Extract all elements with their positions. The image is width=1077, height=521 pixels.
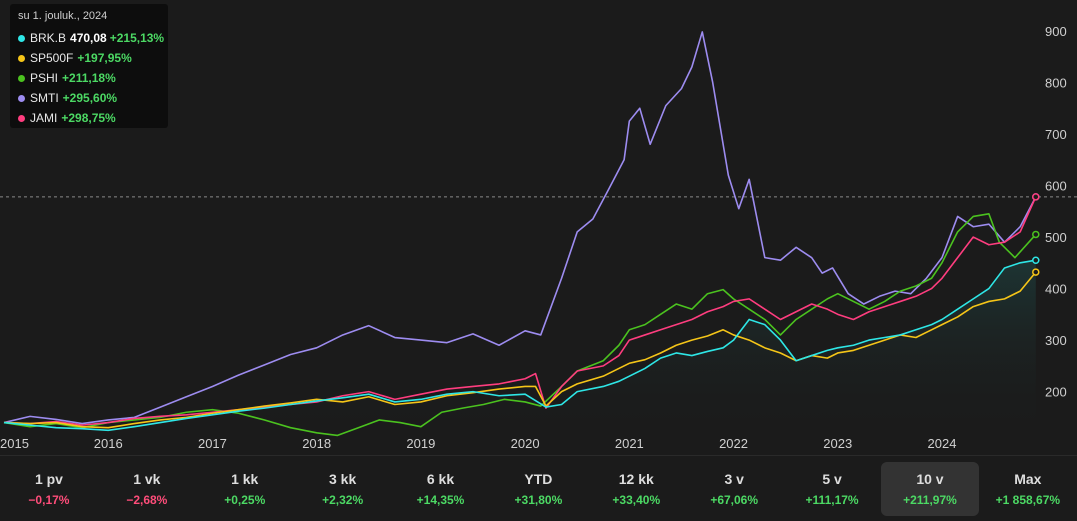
period-button-3-v[interactable]: 3 v +67,06% bbox=[685, 462, 783, 516]
series-end-marker-brk-b bbox=[1032, 256, 1040, 264]
period-change: +111,17% bbox=[805, 493, 859, 507]
series-end-marker-jami bbox=[1032, 193, 1040, 201]
legend-name: BRK.B bbox=[30, 31, 67, 45]
period-label: 12 kk bbox=[618, 471, 654, 487]
legend-change: +295,60% bbox=[62, 91, 118, 105]
legend-item[interactable]: PSHI +211,18% bbox=[18, 68, 160, 88]
x-tick-label: 2024 bbox=[928, 436, 957, 451]
legend-item[interactable]: SMTI +295,60% bbox=[18, 88, 160, 108]
y-tick-label: 500 bbox=[1045, 230, 1067, 245]
period-change: +2,32% bbox=[322, 493, 364, 507]
y-tick-label: 700 bbox=[1045, 127, 1067, 142]
series-end-marker-sp500f bbox=[1032, 268, 1040, 276]
period-button-6-kk[interactable]: 6 kk +14,35% bbox=[392, 462, 490, 516]
series-line-smti[interactable] bbox=[3, 31, 1037, 425]
legend-value: 470,08 bbox=[70, 31, 107, 45]
divider bbox=[0, 455, 1077, 456]
period-label: 1 vk bbox=[133, 471, 161, 487]
period-change: +211,97% bbox=[903, 493, 957, 507]
legend-date: su 1. jouluk., 2024 bbox=[18, 10, 108, 22]
period-change: +1 858,67% bbox=[995, 493, 1061, 507]
period-label: YTD bbox=[524, 471, 553, 487]
legend-dot-icon bbox=[18, 114, 25, 122]
series-end-marker-pshi bbox=[1032, 230, 1040, 239]
x-tick-label: 2019 bbox=[406, 436, 435, 451]
period-label: Max bbox=[1014, 471, 1042, 487]
period-change: +31,80% bbox=[514, 493, 563, 507]
legend-name: PSHI bbox=[30, 71, 59, 85]
legend-change: +215,13% bbox=[109, 31, 165, 45]
period-change: +14,35% bbox=[416, 493, 465, 507]
period-button-1-vk[interactable]: 1 vk −2,68% bbox=[98, 462, 196, 516]
legend-change: +298,75% bbox=[61, 111, 116, 125]
x-tick-label: 2021 bbox=[615, 436, 644, 451]
period-label: 3 v bbox=[724, 471, 744, 487]
legend-dot-icon bbox=[18, 94, 25, 102]
period-change: −0,17% bbox=[28, 493, 70, 507]
chart-svg: 200 300 400 500 600 700 800 900 2015 2016 2017 201… bbox=[0, 24, 1077, 451]
x-tick-label: 2015 bbox=[0, 436, 29, 451]
legend-dot-icon bbox=[18, 54, 25, 62]
x-tick-label: 2017 bbox=[198, 436, 227, 451]
period-button-1-pv[interactable]: 1 pv −0,17% bbox=[0, 462, 98, 516]
period-button-5-v[interactable]: 5 v +111,17% bbox=[783, 462, 881, 516]
price-chart[interactable]: 200 300 400 500 600 700 800 900 2015 2016 2017 201… bbox=[0, 0, 1077, 455]
legend-name: SP500F bbox=[30, 51, 74, 65]
x-tick-label: 2020 bbox=[511, 436, 540, 451]
legend-name: SMTI bbox=[30, 91, 59, 105]
legend-dot-icon bbox=[18, 34, 25, 42]
y-tick-label: 400 bbox=[1045, 282, 1067, 297]
legend-name: JAMI bbox=[30, 111, 58, 125]
legend-change: +211,18% bbox=[62, 71, 116, 85]
x-tick-label: 2022 bbox=[719, 436, 748, 451]
legend-panel: su 1. jouluk., 2024 BRK.B 470,08 +215,13% S… bbox=[10, 4, 168, 128]
legend-item[interactable]: JAMI +298,75% bbox=[18, 108, 160, 128]
period-label: 1 kk bbox=[231, 471, 259, 487]
period-label: 10 v bbox=[916, 471, 944, 487]
period-label: 3 kk bbox=[328, 471, 357, 487]
period-label: 5 v bbox=[822, 471, 842, 487]
period-button-12-kk[interactable]: 12 kk +33,40% bbox=[587, 462, 685, 516]
x-tick-label: 2016 bbox=[94, 436, 123, 451]
period-button-10-v[interactable]: 10 v +211,97% bbox=[881, 462, 979, 516]
x-tick-label: 2018 bbox=[302, 436, 331, 451]
series-line-brk-b[interactable] bbox=[3, 259, 1036, 432]
legend-item[interactable]: BRK.B 470,08 +215,13% bbox=[18, 28, 164, 48]
x-tick-label: 2023 bbox=[823, 436, 852, 451]
period-button-3-kk[interactable]: 3 kk +2,32% bbox=[294, 462, 392, 516]
period-change: +0,25% bbox=[224, 493, 266, 507]
period-label: 1 pv bbox=[34, 471, 63, 487]
y-tick-label: 200 bbox=[1045, 385, 1067, 400]
y-tick-label: 800 bbox=[1045, 75, 1067, 90]
period-selector: 1 pv −0,17% 1 vk −2,68% 1 kk +0,25% 3 kk +2,32%… bbox=[0, 456, 1077, 521]
y-tick-label: 300 bbox=[1045, 333, 1067, 348]
period-button-max[interactable]: Max +1 858,67% bbox=[979, 462, 1077, 516]
y-tick-label: 900 bbox=[1045, 24, 1067, 39]
legend-change: +197,95% bbox=[77, 51, 132, 65]
brk-b-area-fill bbox=[4, 260, 1036, 438]
series-line-pshi[interactable] bbox=[3, 213, 1037, 437]
period-change: +67,06% bbox=[710, 493, 759, 507]
period-change: +33,40% bbox=[612, 493, 661, 507]
period-button-1-kk[interactable]: 1 kk +0,25% bbox=[196, 462, 294, 516]
y-tick-label: 600 bbox=[1045, 179, 1067, 194]
legend-dot-icon bbox=[18, 74, 25, 82]
period-button-ytd[interactable]: YTD +31,80% bbox=[489, 462, 587, 516]
period-label: 6 kk bbox=[426, 471, 455, 487]
period-change: −2,68% bbox=[126, 493, 168, 507]
legend-item[interactable]: SP500F +197,95% bbox=[18, 48, 160, 68]
